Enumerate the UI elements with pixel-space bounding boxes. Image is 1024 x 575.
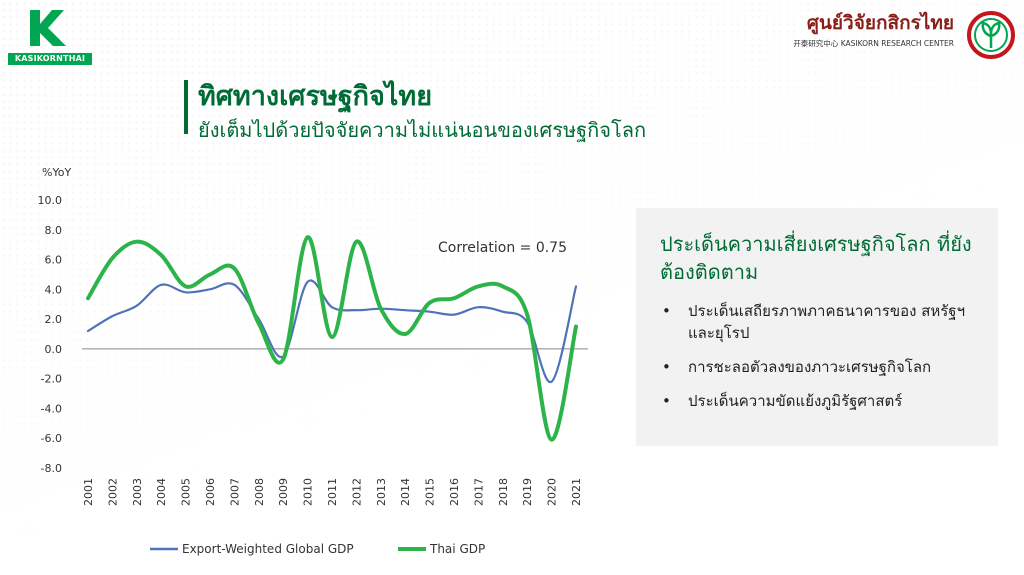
bullet-icon: • xyxy=(662,358,671,376)
y-tick-label: 10.0 xyxy=(38,194,63,207)
bullet-icon: • xyxy=(662,302,671,320)
research-center-name-en: 开泰研究中心 KASIKORN RESEARCH CENTER xyxy=(793,39,954,48)
x-tick-label: 2021 xyxy=(570,478,583,506)
y-tick-label: 0.0 xyxy=(45,343,63,356)
kbank-emblem-icon xyxy=(967,11,1015,59)
risk-item-text: ประเด็นเสถียรภาพภาคธนาคารของ สหรัฐฯ และย… xyxy=(688,302,966,342)
kasikorn-research-center-logo: ศูนย์วิจัยกสิกรไทย 开泰研究中心 KASIKORN RESEA… xyxy=(793,8,1016,60)
kasikornthai-logo: KASIKORNTHAI xyxy=(8,6,92,66)
risk-panel: ประเด็นความเสี่ยงเศรษฐกิจโลก ที่ยังต้องต… xyxy=(636,208,998,446)
legend-label: Thai GDP xyxy=(429,542,485,556)
k-logo-icon xyxy=(30,10,66,46)
research-center-name-th: ศูนย์วิจัยกสิกรไทย xyxy=(806,12,954,34)
x-tick-label: 2014 xyxy=(399,478,412,506)
risk-item: • การชะลอตัวลงของภาวะเศรษฐกิจโลก xyxy=(660,356,990,378)
page-title: ทิศทางเศรษฐกิจไทย xyxy=(198,81,433,112)
x-tick-label: 2003 xyxy=(131,478,144,506)
series-line xyxy=(86,235,578,442)
y-tick-label: 4.0 xyxy=(45,283,63,296)
legend-label: Export-Weighted Global GDP xyxy=(182,542,354,556)
x-tick-label: 2011 xyxy=(326,478,339,506)
risk-list: • ประเด็นเสถียรภาพภาคธนาคารของ สหรัฐฯ และ… xyxy=(660,300,990,424)
risk-item-text: การชะลอตัวลงของภาวะเศรษฐกิจโลก xyxy=(688,358,932,376)
risk-panel-title: ประเด็นความเสี่ยงเศรษฐกิจโลก ที่ยังต้องต… xyxy=(660,232,972,284)
risk-item-text: ประเด็นความขัดแย้งภูมิรัฐศาสตร์ xyxy=(688,392,903,410)
x-tick-label: 2016 xyxy=(448,478,461,506)
x-tick-label: 2017 xyxy=(472,478,485,506)
risk-item: • ประเด็นความขัดแย้งภูมิรัฐศาสตร์ xyxy=(660,390,990,412)
x-tick-label: 2005 xyxy=(180,478,193,506)
y-tick-label: 6.0 xyxy=(45,254,63,267)
series-line xyxy=(86,279,578,383)
x-tick-label: 2007 xyxy=(228,478,241,506)
y-axis-label: %YoY xyxy=(42,166,71,179)
x-tick-label: 2018 xyxy=(497,478,510,506)
y-tick-label: 8.0 xyxy=(45,224,63,237)
x-tick-label: 2002 xyxy=(106,478,119,506)
logo-text: KASIKORNTHAI xyxy=(8,53,92,65)
x-tick-label: 2012 xyxy=(350,478,363,506)
x-tick-label: 2010 xyxy=(302,478,315,506)
y-tick-label: -8.0 xyxy=(41,462,62,475)
x-tick-label: 2020 xyxy=(546,478,559,506)
y-tick-label: -2.0 xyxy=(41,373,62,386)
x-tick-label: 2015 xyxy=(424,478,437,506)
x-tick-label: 2008 xyxy=(253,478,266,506)
page-subtitle: ยังเต็มไปด้วยปัจจัยความไม่แน่นอนของเศรษฐ… xyxy=(198,118,647,142)
bullet-icon: • xyxy=(662,392,671,410)
risk-item: • ประเด็นเสถียรภาพภาคธนาคารของ สหรัฐฯ และ… xyxy=(660,300,990,344)
title-accent-bar xyxy=(184,80,188,134)
correlation-annotation: Correlation = 0.75 xyxy=(438,240,567,256)
x-tick-label: 2006 xyxy=(204,478,217,506)
y-tick-label: -4.0 xyxy=(41,402,62,415)
x-tick-label: 2004 xyxy=(155,478,168,506)
x-tick-label: 2009 xyxy=(277,478,290,506)
y-tick-label: -6.0 xyxy=(41,432,62,445)
x-tick-label: 2013 xyxy=(375,478,388,506)
x-tick-label: 2001 xyxy=(82,478,95,506)
y-tick-label: 2.0 xyxy=(45,313,63,326)
x-tick-label: 2019 xyxy=(521,478,534,506)
